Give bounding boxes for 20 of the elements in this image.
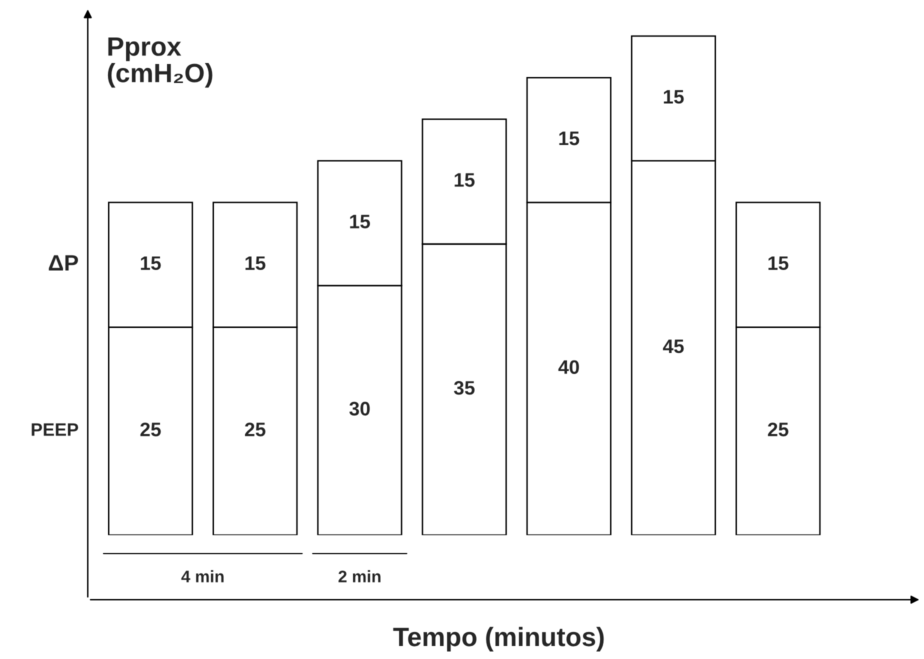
data-label: 15	[246, 256, 266, 270]
data-label: 25	[244, 422, 266, 436]
x-axis-title: Tempo (minutos)	[393, 626, 604, 652]
data-label: 15	[140, 256, 161, 270]
data-label: 35	[454, 381, 475, 395]
data-label: 25	[768, 422, 788, 436]
y-axis-title: Pprox (cmH₂O)	[108, 37, 212, 88]
data-label: 40	[558, 360, 579, 374]
data-label: 30	[349, 402, 370, 416]
data-label: 15	[454, 173, 475, 187]
text: 4 min	[181, 570, 224, 582]
data-label: 15	[350, 214, 370, 228]
series-label: PEEP	[32, 423, 78, 436]
data-label: 15	[664, 90, 684, 104]
data-label: 45	[662, 340, 684, 354]
series-label: ΔP	[48, 255, 78, 271]
data-label: 15	[768, 256, 788, 270]
text: 2 min	[338, 570, 380, 582]
data-label: 25	[140, 422, 161, 436]
data-label: 15	[559, 132, 580, 146]
